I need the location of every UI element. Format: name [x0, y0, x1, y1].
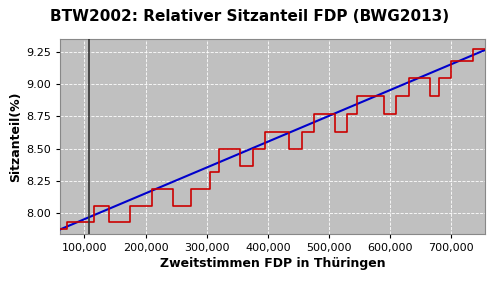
- X-axis label: Zweitstimmen FDP in Thüringen: Zweitstimmen FDP in Thüringen: [160, 257, 386, 270]
- Y-axis label: Sitzanteil(%): Sitzanteil(%): [9, 91, 22, 182]
- Text: BTW2002: Relativer Sitzanteil FDP (BWG2013): BTW2002: Relativer Sitzanteil FDP (BWG20…: [50, 9, 450, 24]
